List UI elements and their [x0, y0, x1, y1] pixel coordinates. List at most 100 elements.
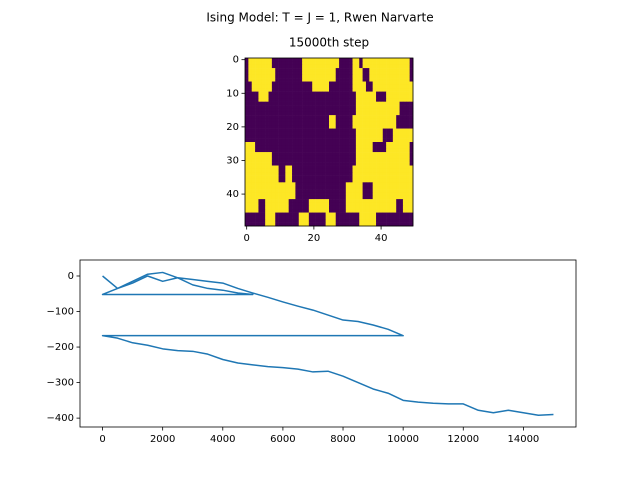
cell	[339, 115, 343, 119]
cell	[335, 172, 340, 176]
cell	[359, 108, 363, 113]
cell	[389, 178, 394, 183]
cell	[285, 135, 289, 139]
cell	[325, 158, 330, 163]
cell	[245, 128, 249, 133]
cell	[329, 125, 333, 129]
cell	[369, 125, 373, 129]
cell	[332, 178, 337, 183]
cell	[402, 158, 407, 163]
cell	[271, 64, 276, 69]
cell	[365, 71, 370, 76]
cell	[406, 215, 410, 220]
cell	[308, 115, 313, 119]
cell	[382, 108, 387, 113]
cell	[399, 168, 404, 173]
cell	[362, 131, 367, 136]
cell	[298, 212, 303, 217]
cell	[402, 222, 407, 227]
cell	[382, 209, 387, 213]
cell	[365, 152, 370, 156]
cell	[372, 222, 377, 227]
cell	[389, 182, 394, 186]
cell	[369, 182, 373, 186]
cell	[402, 81, 407, 86]
cell	[365, 142, 370, 146]
cell	[329, 202, 333, 207]
cell	[332, 125, 337, 129]
cell	[255, 158, 259, 163]
cell	[409, 172, 414, 176]
cell	[271, 199, 276, 203]
cell	[372, 192, 377, 197]
cell	[406, 209, 410, 213]
cell	[409, 165, 414, 170]
cell	[409, 142, 414, 146]
cell	[392, 91, 397, 96]
cell	[305, 205, 310, 210]
cell	[292, 81, 296, 86]
cell	[255, 111, 259, 116]
cell	[389, 58, 394, 62]
cell	[345, 155, 350, 160]
cell	[389, 88, 394, 92]
cell	[302, 111, 306, 116]
cell	[298, 199, 303, 203]
cell	[376, 78, 380, 82]
cell	[248, 98, 253, 102]
cell	[352, 98, 357, 102]
cell	[275, 71, 279, 76]
cell	[298, 101, 303, 106]
cell	[392, 88, 397, 92]
cell	[281, 108, 286, 113]
cell	[362, 148, 367, 153]
cell	[325, 135, 330, 139]
cell	[305, 118, 310, 123]
cell	[379, 195, 384, 200]
cell	[402, 202, 407, 207]
cell	[349, 219, 353, 223]
cell	[339, 81, 343, 86]
cell	[329, 152, 333, 156]
cell	[332, 111, 337, 116]
cell	[392, 148, 397, 153]
cell	[342, 111, 347, 116]
cell	[268, 68, 273, 72]
cell	[285, 158, 289, 163]
cell	[345, 84, 350, 89]
cell	[255, 138, 259, 143]
cell	[305, 91, 310, 96]
cell	[362, 111, 367, 116]
cell	[261, 178, 266, 183]
line	[101, 271, 554, 417]
cell	[389, 105, 394, 109]
cell	[392, 108, 397, 113]
cell	[312, 168, 316, 173]
cell	[288, 71, 293, 76]
cell	[329, 175, 333, 180]
cell	[369, 175, 373, 180]
cell	[308, 142, 313, 146]
cell	[292, 162, 296, 166]
cell	[386, 162, 390, 166]
cell	[288, 74, 293, 79]
cell	[396, 182, 400, 186]
cell	[389, 142, 394, 146]
cell	[298, 162, 303, 166]
cell	[342, 209, 347, 213]
cell	[271, 115, 276, 119]
cell	[362, 138, 367, 143]
cell	[278, 148, 283, 153]
cell	[292, 189, 296, 193]
cell	[261, 78, 266, 82]
cell	[379, 111, 384, 116]
cell	[248, 148, 253, 153]
cell	[399, 64, 404, 69]
cell	[335, 88, 340, 92]
cell	[335, 209, 340, 213]
cell	[372, 74, 377, 79]
cell	[382, 121, 387, 126]
cell	[372, 195, 377, 200]
cell	[278, 212, 283, 217]
cell	[352, 168, 357, 173]
